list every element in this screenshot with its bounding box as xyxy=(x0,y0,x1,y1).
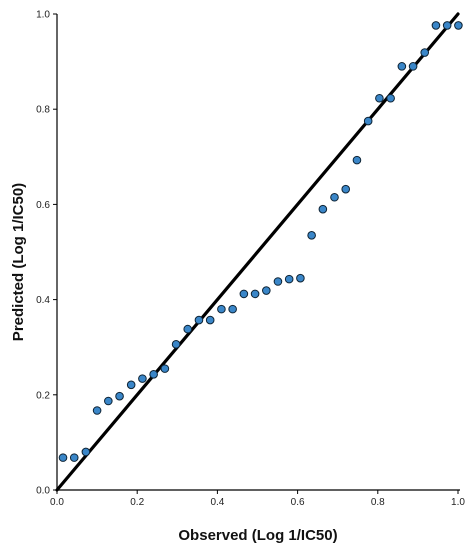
x-tick-label: 0.8 xyxy=(371,497,385,508)
data-point xyxy=(92,406,102,415)
data-points xyxy=(58,21,463,462)
data-point xyxy=(138,374,147,383)
y-tick-label: 0.6 xyxy=(36,200,50,211)
data-point xyxy=(352,155,362,165)
data-point xyxy=(431,21,441,30)
x-tick-label: 1.0 xyxy=(451,497,465,508)
data-point xyxy=(273,277,283,286)
data-point xyxy=(217,304,226,314)
fit-line xyxy=(55,12,460,492)
data-point xyxy=(408,62,418,71)
y-tick-label: 0.8 xyxy=(36,105,50,116)
data-point xyxy=(250,289,260,299)
data-point xyxy=(397,62,407,71)
y-axis-label: Predicted (Log 1/IC50) xyxy=(10,183,27,341)
x-axis-label: Observed (Log 1/IC50) xyxy=(178,527,337,544)
data-point xyxy=(239,289,249,299)
x-tick-label: 0.0 xyxy=(50,497,64,508)
data-point xyxy=(69,453,79,462)
x-tick-label: 0.6 xyxy=(291,497,305,508)
x-ticks: 0.0 0.2 0.4 0.6 0.8 1.0 xyxy=(50,490,465,508)
data-point xyxy=(386,93,395,103)
data-point xyxy=(284,274,294,284)
data-point xyxy=(420,48,430,57)
data-point xyxy=(115,391,124,401)
data-point xyxy=(194,315,204,325)
data-point xyxy=(296,273,305,283)
y-tick-label: 0.4 xyxy=(36,295,50,306)
y-tick-label: 1.0 xyxy=(36,10,50,21)
data-point xyxy=(318,204,328,214)
data-point xyxy=(454,21,463,30)
data-point xyxy=(183,324,193,334)
data-point xyxy=(81,447,91,457)
data-point xyxy=(126,380,136,390)
data-point xyxy=(104,396,113,406)
x-tick-label: 0.2 xyxy=(130,497,144,508)
x-tick-label: 0.4 xyxy=(210,497,224,508)
data-point xyxy=(262,286,271,295)
y-tick-label: 0.2 xyxy=(36,390,50,401)
axes xyxy=(56,14,460,491)
data-point xyxy=(363,116,373,126)
y-tick-label: 0.0 xyxy=(36,486,50,497)
data-point xyxy=(205,315,215,325)
data-point xyxy=(375,93,384,103)
data-point xyxy=(330,192,339,202)
data-point xyxy=(160,364,170,373)
data-point xyxy=(58,453,68,462)
data-point xyxy=(442,21,452,30)
data-point xyxy=(149,370,158,379)
data-point xyxy=(341,184,351,194)
data-point xyxy=(171,340,181,349)
data-point xyxy=(228,304,237,314)
data-point xyxy=(307,231,316,240)
y-ticks: 0.0 0.2 0.4 0.6 0.8 1.0 xyxy=(36,10,57,497)
